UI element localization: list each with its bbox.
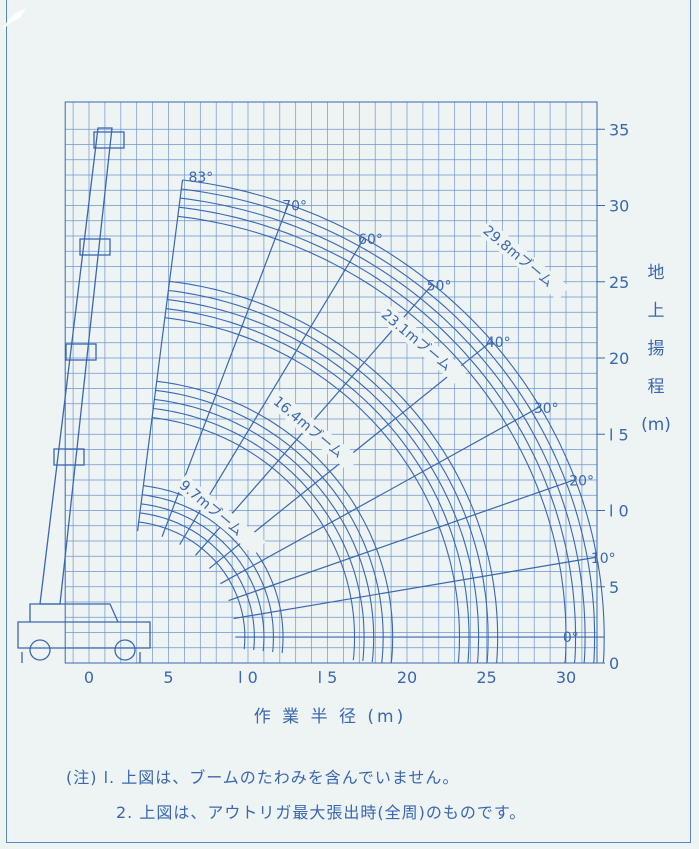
boom-label-bg [376,303,468,385]
y-tick-label: 30 [609,197,629,216]
boom-arc [180,197,586,664]
boom-arc [182,179,605,664]
crane-body [17,621,151,649]
boom-arc [164,317,461,664]
boom-arc [155,389,384,664]
boom-head [65,343,97,361]
angle-label: 83° [188,170,213,186]
boom-label-bg [268,390,360,472]
boom-arc [152,417,356,661]
y-axis-label-char: (m) [641,415,671,435]
y-tick-label: 20 [609,349,629,368]
page-frame [6,0,691,843]
x-tick-label: l 0 [238,668,258,687]
boom-label: 23.1mブーム [378,306,455,375]
plot-border [64,101,598,664]
boom-arc [169,280,499,664]
boom-arc [168,289,489,664]
grid [64,101,598,664]
y-axis-label-char: 上 [648,301,665,321]
x-tick-label: 20 [397,668,417,687]
boom-arc [178,206,577,664]
angle-label: 40° [486,335,511,351]
angle-label: 50° [427,278,452,294]
angle-label: 20° [569,474,594,490]
angle-label: 60° [358,232,383,248]
boom-arc [165,308,470,664]
crane-wheel [114,639,136,661]
y-tick-label: l 0 [609,502,629,521]
boom-arc [139,512,255,651]
y-tick-label: 35 [609,120,629,139]
y-axis-label-char: 揚 [648,339,665,359]
y-tick-label: 0 [609,654,619,673]
angle-line [179,237,365,545]
boom-label: 9.7mブーム [176,477,246,540]
boom-label-bg [174,474,266,556]
angle-line [136,179,184,532]
boom-arc [167,298,480,664]
crane-illustration [17,127,151,663]
boom-arc [177,215,567,664]
boom-arc [154,398,375,663]
crane-boom [39,127,113,605]
boom-arc [138,521,246,650]
y-axis-label-char: 程 [648,377,665,397]
angle-label: 0° [563,630,579,646]
crane-wheel [29,639,51,661]
boom-head [93,131,125,149]
angle-label: 70° [282,198,307,214]
angle-line [220,406,541,585]
boom-head [79,238,111,256]
boom-arc [156,380,394,664]
boom-arcs [138,179,605,664]
crane-cab [29,603,119,623]
boom-arc [140,503,265,652]
boom-arc [142,494,274,653]
angle-line [233,556,597,620]
x-tick-label: l 5 [318,668,338,687]
note-line-1: (注) l. 上図は、ブームのたわみを含んでいません。 [66,768,460,787]
y-tick-label: l 5 [609,425,629,444]
x-tick-label: 25 [476,668,496,687]
x-axis-label: 作 業 半 径 (m) [254,707,406,727]
boom-arc [181,188,596,664]
angle-line [228,478,576,602]
angle-label: 30° [534,401,559,417]
y-tick-label: 25 [609,273,629,292]
note-line-2: 2. 上図は、アウトリガ最大張出時(全周)のものです。 [116,803,527,822]
x-tick-label: 5 [163,668,173,687]
boom-label-bg [478,219,570,301]
x-tick-label: 0 [84,668,94,687]
corner-watermark [2,8,26,30]
chart-labels: 0 5 l 0 l 5 20 25 30 35 0 5 l 0 l 5 20 25 30 作 業 半 径 (m… [84,120,671,727]
x-tick-label: 30 [556,668,576,687]
angle-label: 10° [591,551,616,567]
boom-head [53,448,85,466]
y-tick-label: 5 [609,578,619,597]
y-axis-label-char: 地 [648,263,665,283]
boom-arc [153,407,365,662]
